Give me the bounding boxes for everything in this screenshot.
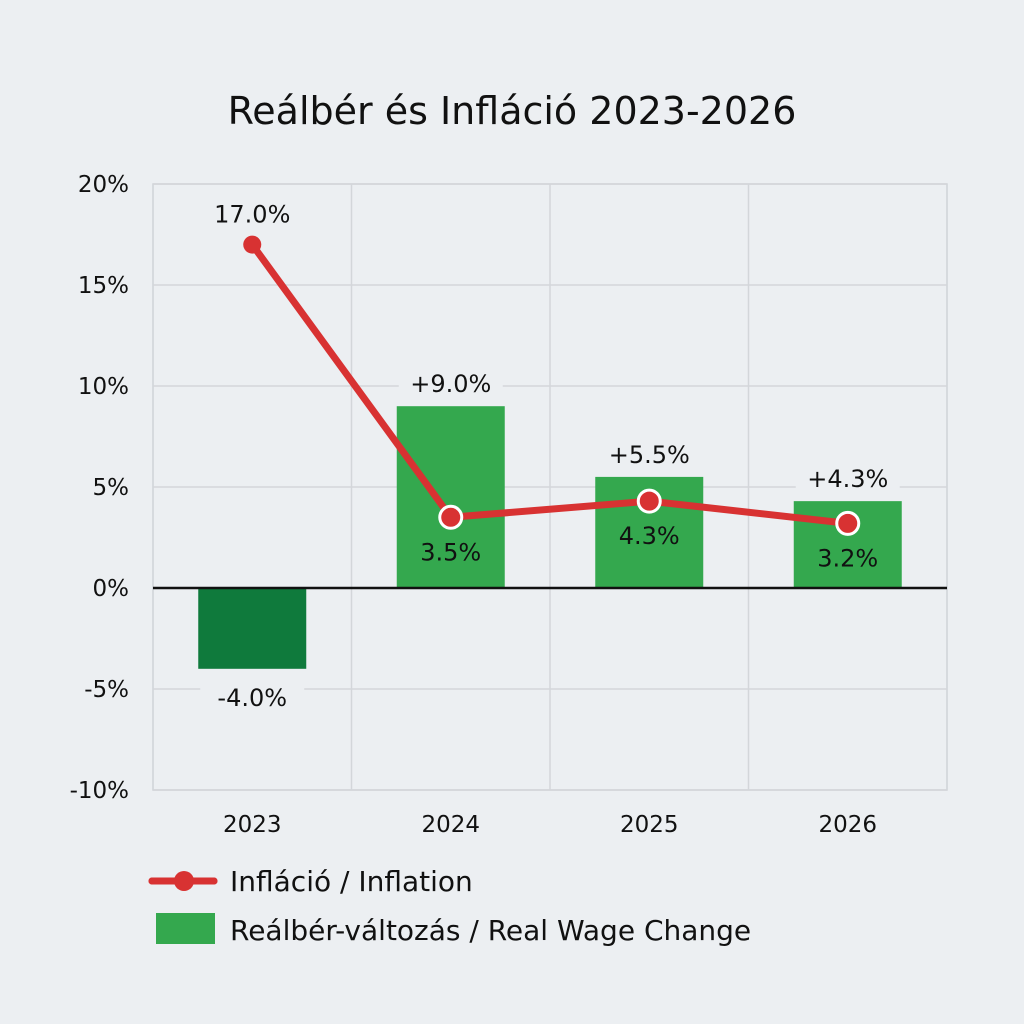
x-tick-label: 2026 (818, 812, 877, 838)
inflation-point (243, 235, 262, 254)
inflation-point (636, 488, 662, 514)
line-data-label: 3.2% (817, 544, 878, 572)
bar-label-background (795, 461, 900, 492)
x-axis: 2023 2024 2025 2026 (223, 812, 877, 838)
y-tick-label: 10% (78, 374, 129, 400)
y-tick-label: 20% (78, 172, 129, 198)
line-data-label: 4.3% (619, 522, 680, 550)
line-series: 17.0% 3.5% 4.3% 3.2% (214, 201, 878, 573)
bar (396, 406, 505, 588)
bar (198, 588, 307, 669)
x-tick-label: 2024 (421, 812, 480, 838)
legend-swatch-real-wage (156, 913, 215, 944)
bar-label-background (597, 436, 702, 467)
bar-data-label: +9.0% (410, 370, 491, 398)
y-tick-label: 0% (93, 576, 130, 602)
inflation-point (438, 504, 464, 530)
inflation-point (835, 510, 861, 536)
legend: Infláció / Inflation Reálbér-változás / … (148, 865, 751, 947)
chart-title: Reálbér és Infláció 2023-2026 (228, 89, 797, 133)
line-data-label: 3.5% (420, 538, 481, 566)
bar-data-label: +5.5% (609, 441, 690, 469)
bar-data-label: +4.3% (807, 465, 888, 493)
legend-item-inflation: Infláció / Inflation (148, 865, 473, 898)
inflation-line (248, 241, 852, 527)
x-tick-label: 2025 (620, 812, 679, 838)
bar-label-background (398, 366, 503, 397)
x-tick-label: 2023 (223, 812, 282, 838)
y-tick-label: 5% (93, 475, 130, 501)
bar-data-label: -4.0% (217, 684, 287, 712)
y-tick-label: -5% (84, 677, 129, 703)
y-tick-label: -10% (70, 778, 129, 804)
legend-item-real-wage: Reálbér-változás / Real Wage Change (156, 913, 751, 947)
y-tick-label: 15% (78, 273, 129, 299)
legend-label-inflation: Infláció / Inflation (230, 865, 473, 898)
line-data-label: 17.0% (214, 201, 290, 229)
legend-dot-marker (174, 871, 194, 891)
legend-label-real-wage: Reálbér-változás / Real Wage Change (230, 914, 751, 947)
bar-label-background (200, 678, 305, 711)
y-axis: 20% 15% 10% 5% 0% -5% -10% (70, 172, 129, 804)
